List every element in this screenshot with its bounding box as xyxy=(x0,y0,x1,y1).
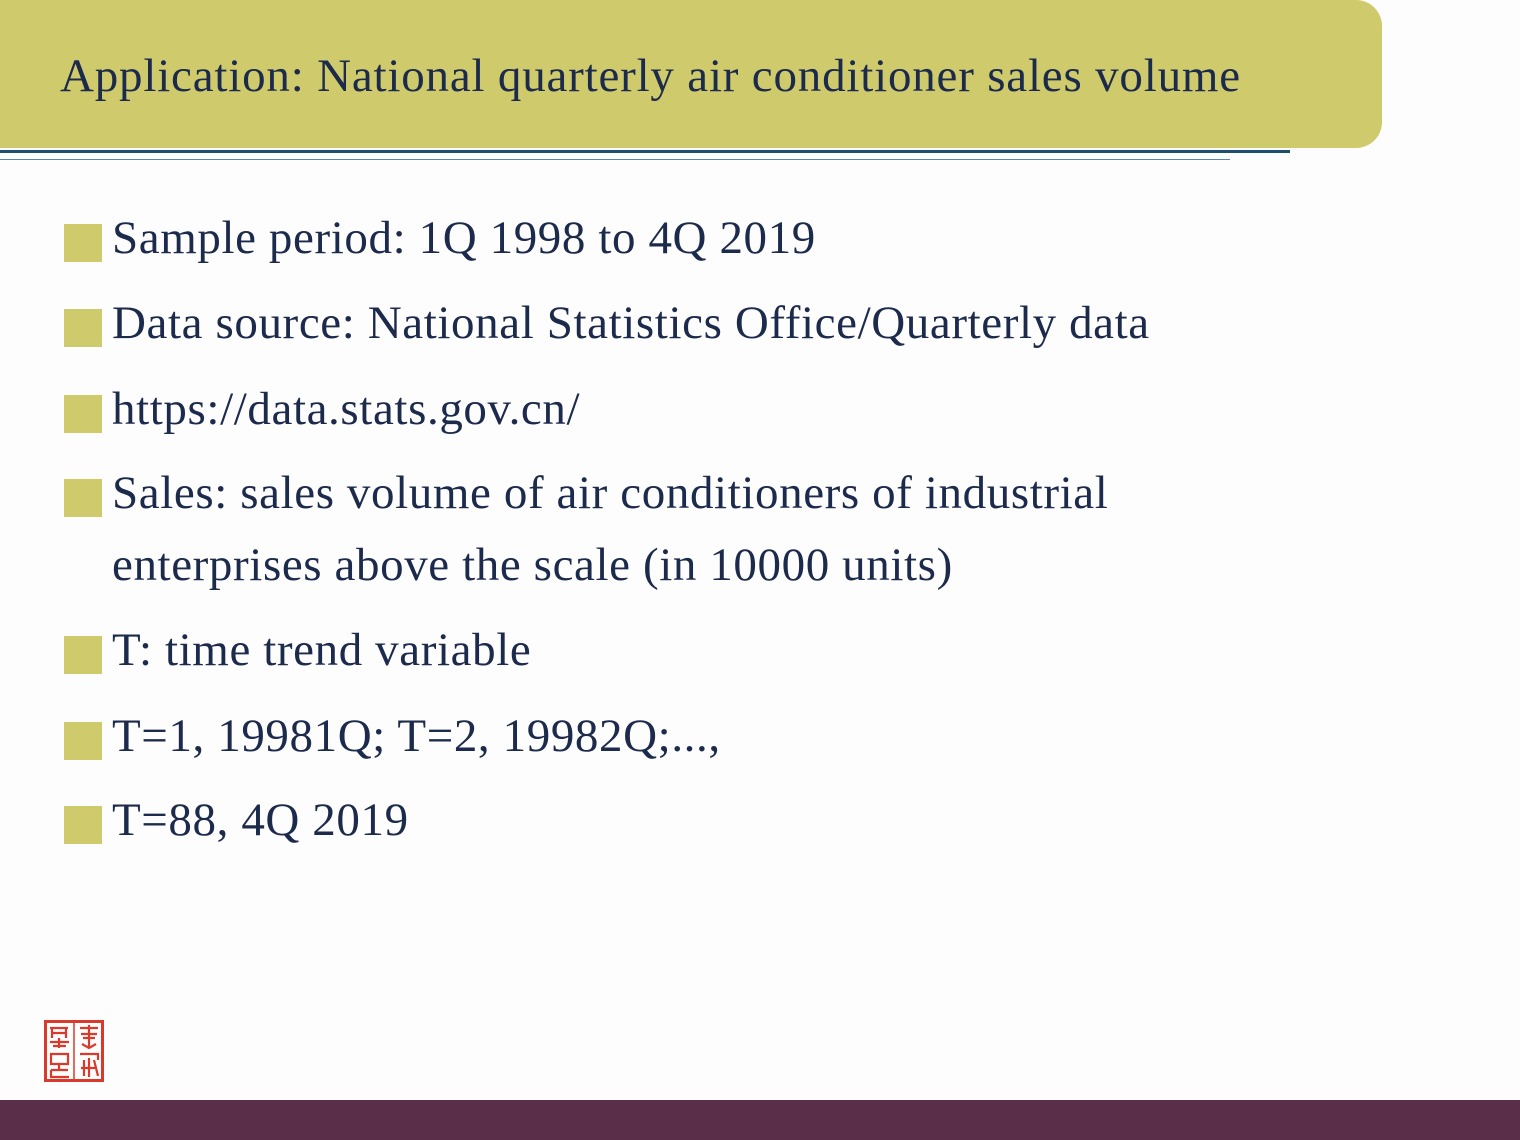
bullet-text: Sales: sales volume of air conditioners … xyxy=(112,467,1109,519)
bullet-text: Data source: National Statistics Office/… xyxy=(112,297,1150,349)
square-bullet-icon xyxy=(64,806,102,844)
bullet-text: T=88, 4Q 2019 xyxy=(112,794,409,846)
square-bullet-icon xyxy=(64,479,102,517)
footer-bar xyxy=(0,1100,1520,1140)
square-bullet-icon xyxy=(64,722,102,760)
square-bullet-icon xyxy=(64,309,102,347)
bullet-text: T: time trend variable xyxy=(112,624,532,676)
title-divider-thick xyxy=(0,150,1290,153)
red-seal-stamp-icon xyxy=(44,1020,104,1082)
bullet-text: T=1, 19981Q; T=2, 19982Q;..., xyxy=(112,710,721,762)
slide-title: Application: National quarterly air cond… xyxy=(60,50,1241,102)
title-bar: Application: National quarterly air cond… xyxy=(0,0,1382,148)
square-bullet-icon xyxy=(64,636,102,674)
bullet-text-continuation: enterprises above the scale (in 10000 un… xyxy=(112,539,953,591)
title-divider-thin xyxy=(0,159,1230,160)
bullet-text: https://data.stats.gov.cn/ xyxy=(112,383,581,435)
square-bullet-icon xyxy=(64,395,102,433)
bullet-text: Sample period: 1Q 1998 to 4Q 2019 xyxy=(112,212,816,264)
square-bullet-icon xyxy=(64,224,102,262)
